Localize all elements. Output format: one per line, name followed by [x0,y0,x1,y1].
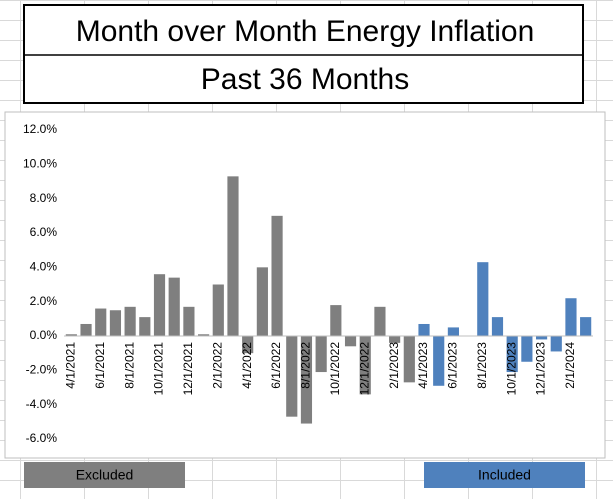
x-tick-label: 2/1/2022 [210,342,224,389]
bar [95,308,107,336]
x-tick-label: 6/1/2021 [93,342,107,389]
bar [242,336,254,354]
legend-label: Excluded [76,467,134,483]
bar [124,306,136,336]
bar [506,336,518,373]
bar [359,336,371,395]
bar [389,336,401,343]
legend-label: Included [478,467,531,483]
bar [565,298,577,336]
y-tick-label: 0.0% [30,328,58,342]
bar [521,336,533,362]
y-tick-label: 6.0% [30,225,58,239]
chart-title: Month over Month Energy Inflation [76,15,535,48]
bar [65,334,77,336]
chart-subtitle: Past 36 Months [201,63,409,96]
bar [403,336,415,383]
bar [212,284,224,336]
x-tick-label: 10/1/2023 [504,342,518,396]
bar [491,317,504,336]
x-tick-label: 2/1/2023 [387,342,401,389]
bar [300,336,313,424]
x-tick-label: 4/1/2023 [416,342,430,389]
x-tick-label: 8/1/2023 [475,342,489,389]
x-tick-label: 8/1/2021 [122,342,136,389]
x-tick-label: 12/1/2022 [357,342,371,396]
bar [168,277,180,336]
bar [447,327,459,336]
bar [198,334,210,336]
bar [271,215,283,336]
bar [183,306,195,336]
x-tick-label: 4/1/2021 [64,342,78,389]
bar [344,336,357,347]
bar [286,336,298,417]
bar [153,274,166,336]
bar [109,310,122,336]
x-tick-label: 8/1/2022 [299,342,313,389]
bar [374,306,386,336]
x-tick-label: 12/1/2023 [534,342,548,396]
y-tick-label: 4.0% [30,260,58,274]
x-tick-label: 12/1/2021 [181,342,195,396]
bar [256,267,268,336]
bar [315,336,327,373]
bar [580,317,592,336]
bar [535,336,548,340]
bar [330,305,342,336]
bar [418,323,430,336]
legend-swatch [424,462,585,488]
y-tick-label: 8.0% [30,191,58,205]
bar [433,336,445,386]
y-tick-label: -2.0% [26,363,58,377]
bar [550,336,562,352]
x-tick-label: 2/1/2024 [563,342,577,389]
y-tick-label: -4.0% [26,397,58,411]
y-tick-label: 2.0% [30,294,58,308]
bar [477,262,489,336]
y-tick-label: -6.0% [26,431,58,445]
y-tick-label: 12.0% [23,122,57,136]
y-tick-label: 10.0% [23,157,57,171]
x-tick-label: 6/1/2023 [446,342,460,389]
bar [227,176,239,336]
x-tick-label: 10/1/2021 [152,342,166,396]
x-tick-label: 10/1/2022 [328,342,342,396]
bar [139,317,151,336]
bar [80,323,92,336]
title-box [23,4,584,104]
legend-swatch [24,462,185,488]
x-tick-label: 4/1/2022 [240,342,254,389]
x-tick-label: 6/1/2022 [269,342,283,389]
